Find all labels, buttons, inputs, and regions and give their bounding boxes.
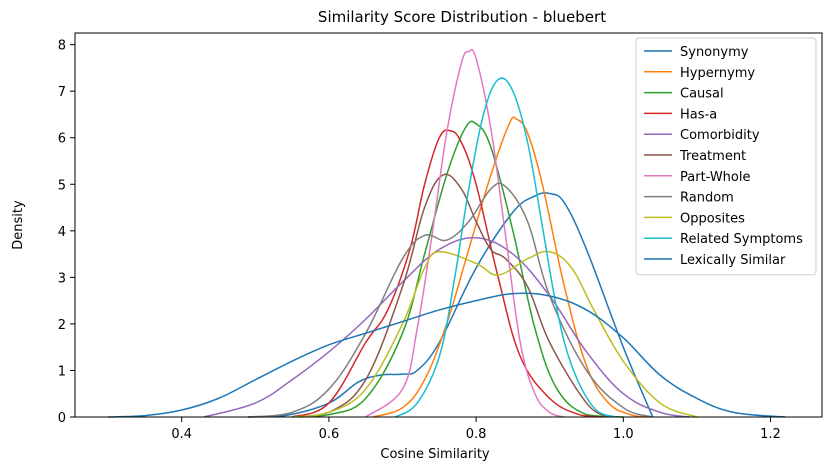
legend-entry-label: Has-a (680, 107, 717, 122)
series-line-causal (299, 120, 624, 418)
series-line-synonymy (247, 192, 654, 418)
x-tick-label: 0.6 (319, 427, 340, 442)
plot-area (108, 48, 786, 418)
chart-title: Similarity Score Distribution - bluebert (318, 8, 606, 26)
legend-entry-label: Related Symptoms (680, 232, 803, 247)
legend-entry-label: Comorbidity (680, 128, 760, 143)
y-tick-label: 1 (58, 364, 66, 379)
legend-entry-label: Part-Whole (680, 170, 750, 185)
x-axis-label: Cosine Similarity (380, 447, 490, 462)
x-axis: 0.4 0.6 0.8 1.0 1.2 (171, 417, 781, 442)
legend-entry-label: Treatment (679, 149, 746, 164)
x-tick-label: 1.0 (613, 427, 634, 442)
y-tick-label: 5 (58, 178, 66, 193)
x-tick-label: 0.8 (466, 427, 487, 442)
legend-entry-label: Hypernymy (680, 66, 755, 81)
y-axis-label: Density (11, 200, 26, 250)
series-line-hypernymy (372, 116, 646, 418)
legend-entry-label: Random (680, 191, 734, 206)
series-line-lexically-similar (108, 292, 786, 418)
series-line-random (247, 182, 653, 418)
y-tick-label: 7 (58, 85, 66, 100)
legend-entry-label: Lexically Similar (680, 253, 786, 268)
plot-frame (74, 32, 823, 418)
series-line-related-symptoms (394, 77, 617, 418)
legend: Synonymy Hypernymy Causal Has-a Comorbidity T… (635, 37, 817, 276)
y-tick-label: 0 (58, 411, 66, 426)
x-tick-label: 1.2 (760, 427, 781, 442)
y-tick-label: 8 (58, 39, 66, 54)
legend-box (635, 37, 817, 276)
legend-entry-label: Synonymy (680, 45, 749, 60)
series-line-part-whole (365, 48, 565, 418)
series-line-opposites (292, 250, 698, 418)
y-tick-label: 2 (58, 318, 66, 333)
y-axis: 0 1 2 3 4 5 6 7 8 (58, 39, 75, 426)
series-line-treatment (292, 173, 609, 418)
series-line-comorbidity (203, 236, 690, 418)
y-tick-label: 3 (58, 271, 66, 286)
legend-entry-label: Opposites (680, 211, 745, 226)
legend-entry-label: Causal (680, 87, 724, 102)
y-tick-label: 6 (58, 132, 66, 147)
x-tick-label: 0.4 (171, 427, 192, 442)
y-tick-label: 4 (58, 225, 66, 240)
